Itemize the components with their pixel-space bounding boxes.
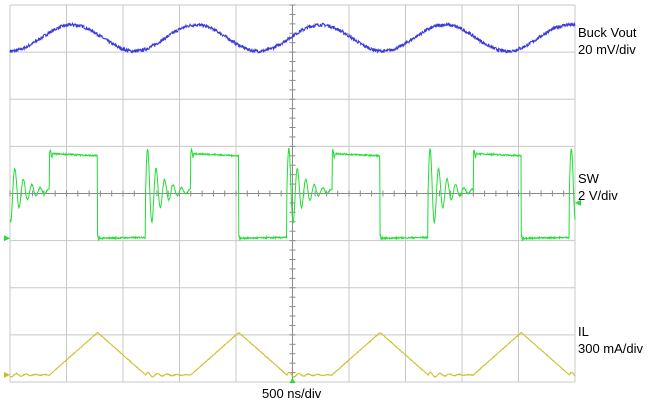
- timebase-label: 500 ns/div: [262, 386, 322, 401]
- buck-vout-scale: 20 mV/div: [578, 42, 636, 57]
- waveform-traces: [9, 21, 576, 379]
- sw-scale: 2 V/div: [578, 188, 618, 203]
- channel-markers: [4, 199, 581, 383]
- channel-ground-marker: [4, 371, 10, 378]
- graticule: [9, 4, 576, 383]
- il-trace: [9, 331, 576, 379]
- channel-ground-marker: [4, 235, 10, 242]
- buck-vout-label: Buck Vout 20 mV/div: [578, 24, 637, 58]
- buck-vout-name: Buck Vout: [578, 25, 637, 40]
- trigger-level-marker: [575, 199, 581, 206]
- sw-name: SW: [578, 171, 599, 186]
- buck-vout-trace: [9, 21, 576, 55]
- il-label: IL 300 mA/div: [578, 323, 643, 357]
- il-name: IL: [578, 324, 589, 339]
- sw-trace: [9, 147, 576, 242]
- sw-label: SW 2 V/div: [578, 170, 618, 204]
- il-scale: 300 mA/div: [578, 341, 644, 356]
- trigger-marker: [289, 378, 296, 383]
